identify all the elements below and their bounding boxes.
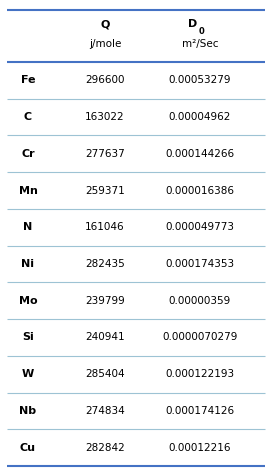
Text: m²/Sec: m²/Sec <box>182 39 218 49</box>
Text: 277637: 277637 <box>85 149 125 159</box>
Text: Q: Q <box>100 19 110 29</box>
Text: 0.000174126: 0.000174126 <box>165 406 234 416</box>
Text: Ni: Ni <box>21 259 35 269</box>
Text: 163022: 163022 <box>85 112 125 122</box>
Text: 282435: 282435 <box>85 259 125 269</box>
Text: Cu: Cu <box>20 443 36 453</box>
Text: 0.00004962: 0.00004962 <box>169 112 231 122</box>
Text: 0.00053279: 0.00053279 <box>169 75 231 85</box>
Text: 0.000122193: 0.000122193 <box>165 369 234 379</box>
Text: D: D <box>188 19 198 29</box>
Text: W: W <box>22 369 34 379</box>
Text: 0.0000070279: 0.0000070279 <box>162 333 238 342</box>
Text: Cr: Cr <box>21 149 35 159</box>
Text: Mo: Mo <box>19 296 37 306</box>
Text: 0.000016386: 0.000016386 <box>165 185 234 195</box>
Text: 239799: 239799 <box>85 296 125 306</box>
Text: 0.000144266: 0.000144266 <box>165 149 234 159</box>
Text: 296600: 296600 <box>85 75 125 85</box>
Text: 240941: 240941 <box>85 333 125 342</box>
Text: 161046: 161046 <box>85 222 125 232</box>
Text: 0.00012216: 0.00012216 <box>169 443 231 453</box>
Text: C: C <box>24 112 32 122</box>
Text: Nb: Nb <box>19 406 36 416</box>
Text: 259371: 259371 <box>85 185 125 195</box>
Text: 274834: 274834 <box>85 406 125 416</box>
Text: Si: Si <box>22 333 34 342</box>
Text: 282842: 282842 <box>85 443 125 453</box>
Text: Mn: Mn <box>18 185 38 195</box>
Text: N: N <box>23 222 33 232</box>
Text: 0.000049773: 0.000049773 <box>165 222 234 232</box>
Text: 0.000174353: 0.000174353 <box>165 259 234 269</box>
Text: 0.00000359: 0.00000359 <box>169 296 231 306</box>
Text: 285404: 285404 <box>85 369 125 379</box>
Text: j/mole: j/mole <box>89 39 121 49</box>
Text: Fe: Fe <box>21 75 35 85</box>
Text: 0: 0 <box>199 26 205 35</box>
